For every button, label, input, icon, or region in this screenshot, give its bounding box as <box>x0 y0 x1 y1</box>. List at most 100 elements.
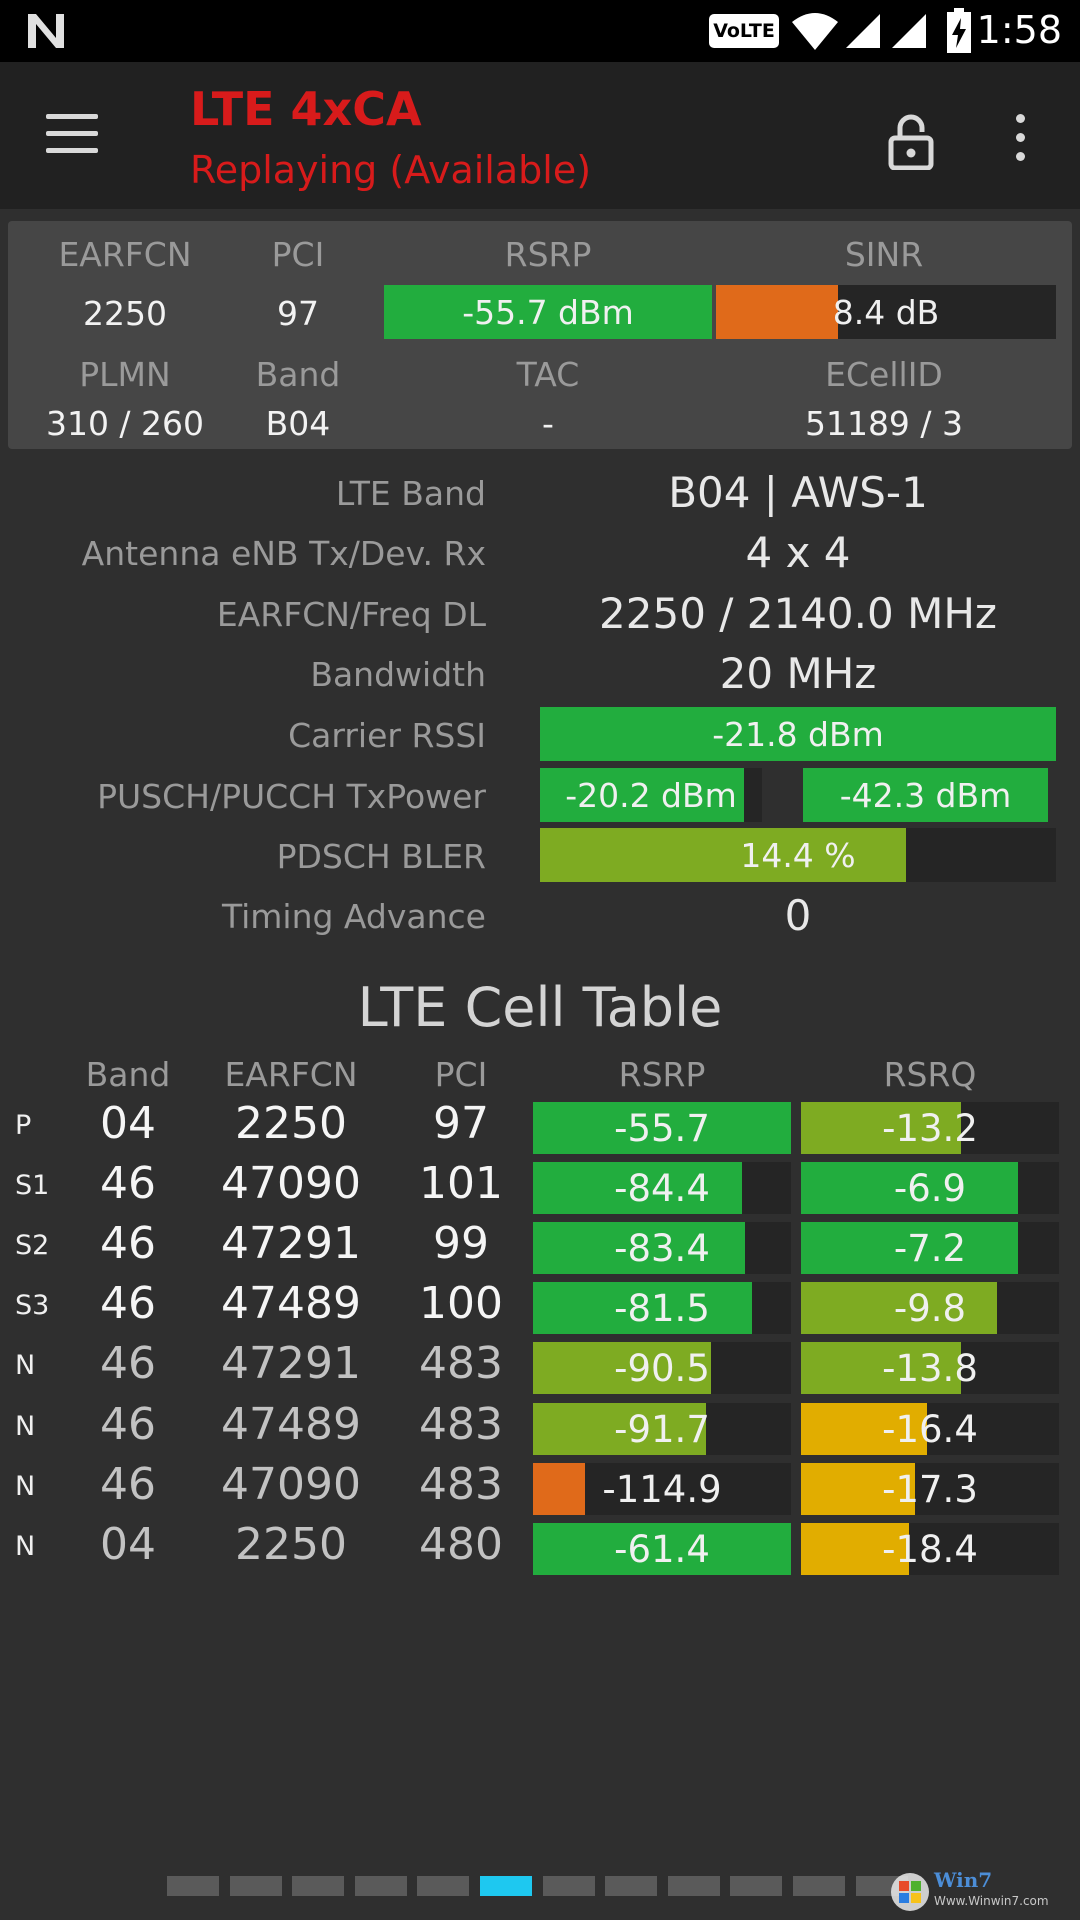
cell-rsrp-bar: -90.5 <box>533 1342 791 1394</box>
cell-rsrp-value: -91.7 <box>614 1407 710 1451</box>
cell-type: N <box>15 1471 36 1502</box>
plmn-header: PLMN <box>79 355 171 394</box>
page-dot[interactable] <box>417 1876 470 1896</box>
lte-band-label: LTE Band <box>335 474 486 513</box>
cell-pci: 483 <box>419 1459 503 1510</box>
cell-rsrq-bar: -17.3 <box>801 1463 1059 1515</box>
cell-earfcn: 2250 <box>235 1519 347 1570</box>
carrier-rssi-bar: -21.8 dBm <box>540 707 1056 761</box>
earfcn-freq-label: EARFCN/Freq DL <box>216 595 486 634</box>
cell-rsrq-fill <box>801 1523 910 1575</box>
cell-rsrq-fill <box>801 1463 915 1515</box>
pdsch-bler-bar: 14.4 % <box>540 828 1056 882</box>
cell-rsrp-fill <box>533 1463 585 1515</box>
cell-band: 46 <box>100 1338 156 1389</box>
pusch-txpower-fill <box>540 768 745 822</box>
cell-type: N <box>15 1411 36 1442</box>
cell-rsrq-value: -18.4 <box>882 1527 978 1571</box>
cell-rsrq-bar: -6.9 <box>801 1162 1059 1214</box>
cell-rsrq-bar: -9.8 <box>801 1282 1059 1334</box>
overflow-menu-icon[interactable] <box>1012 114 1028 164</box>
plmn-value: 310 / 260 <box>45 404 205 443</box>
cell-rsrq-bar: -18.4 <box>801 1523 1059 1575</box>
timing-advance-label: Timing Advance <box>221 897 486 936</box>
page-dot-active[interactable] <box>480 1876 532 1896</box>
ecellid-value: 51189 / 3 <box>804 404 964 443</box>
cell-rsrp-value: -84.4 <box>614 1166 710 1210</box>
pdsch-bler-fill <box>540 828 907 882</box>
cell-rsrq-value: -16.4 <box>882 1407 978 1451</box>
status-bar: VoLTE 1:58 <box>0 0 1080 62</box>
cell-earfcn: 47090 <box>221 1459 361 1510</box>
page-dot[interactable] <box>667 1876 720 1896</box>
cell-rsrp-fill <box>533 1162 742 1214</box>
sinr-header: SINR <box>844 235 924 274</box>
pucch-txpower-value: -42.3 dBm <box>839 775 1012 815</box>
watermark-url: Www.Winwin7.com <box>934 1894 1049 1908</box>
cell-rsrp-bar: -114.9 <box>533 1463 791 1515</box>
cell-pci: 99 <box>433 1218 489 1269</box>
page-dot[interactable] <box>167 1876 219 1896</box>
cell-band: 46 <box>100 1459 156 1510</box>
page-dot[interactable] <box>730 1876 783 1896</box>
cell-pci: 100 <box>419 1278 503 1329</box>
cell-band: 46 <box>100 1399 156 1450</box>
rsrp-bar: -55.7 dBm <box>384 285 712 339</box>
page-dot[interactable] <box>354 1876 407 1896</box>
cell-earfcn: 47489 <box>221 1399 361 1450</box>
battery-charging-icon <box>947 8 971 53</box>
txpower-label: PUSCH/PUCCH TxPower <box>97 777 486 816</box>
page-dot[interactable] <box>229 1876 282 1896</box>
rsrp-header: RSRP <box>504 235 592 274</box>
menu-icon[interactable] <box>46 114 98 154</box>
cell-rsrp-value: -114.9 <box>602 1467 722 1511</box>
cell-rsrp-value: -55.7 <box>614 1106 710 1150</box>
cell-rsrq-value: -7.2 <box>893 1226 967 1270</box>
pucch-txpower-fill <box>803 768 1048 822</box>
page-dot[interactable] <box>542 1876 595 1896</box>
timing-advance-value: 0 <box>784 891 812 940</box>
cell-type: N <box>15 1350 36 1381</box>
cell-rsrq-fill <box>801 1282 998 1334</box>
clock: 1:58 <box>976 8 1062 52</box>
pusch-txpower-bar: -20.2 dBm <box>540 768 762 822</box>
pdsch-bler-label: PDSCH BLER <box>276 837 486 876</box>
volte-icon: VoLTE <box>709 14 779 48</box>
page-dot[interactable] <box>292 1876 345 1896</box>
rsrq-column-header: RSRQ <box>883 1055 977 1094</box>
cell-rsrq-fill <box>801 1102 961 1154</box>
sinr-bar-fill <box>716 285 839 339</box>
earfcn-header: EARFCN <box>58 235 192 274</box>
cell-rsrp-value: -83.4 <box>614 1226 710 1270</box>
pci-header: PCI <box>271 235 325 274</box>
cell-pci: 483 <box>419 1338 503 1389</box>
n-logo-icon <box>28 14 64 48</box>
pci-value: 97 <box>277 294 319 333</box>
cell-rsrp-bar: -84.4 <box>533 1162 791 1214</box>
cell-rsrp-value: -90.5 <box>614 1346 710 1390</box>
cell-rsrp-fill <box>533 1222 745 1274</box>
page-dot[interactable] <box>793 1876 845 1896</box>
cell-rsrq-value: -6.9 <box>893 1166 967 1210</box>
cell-rsrp-value: -81.5 <box>614 1286 710 1330</box>
tac-header: TAC <box>516 355 580 394</box>
cell-rsrq-fill <box>801 1222 1018 1274</box>
cell-earfcn: 47291 <box>221 1338 361 1389</box>
page-dot[interactable] <box>605 1876 658 1896</box>
cell-table-title: LTE Cell Table <box>357 976 723 1039</box>
windows-logo-icon <box>891 1873 929 1911</box>
cell-rsrq-bar: -16.4 <box>801 1403 1059 1455</box>
pucch-txpower-bar: -42.3 dBm <box>803 768 1048 822</box>
antenna-label: Antenna eNB Tx/Dev. Rx <box>81 534 486 573</box>
rsrp-bar-label: -55.7 dBm <box>462 292 634 332</box>
cell-pci: 483 <box>419 1399 503 1450</box>
cell-earfcn: 47489 <box>221 1278 361 1329</box>
cell-rsrp-fill <box>533 1102 791 1154</box>
cell-type: P <box>15 1110 32 1141</box>
cell-rsrq-value: -13.2 <box>882 1106 978 1150</box>
sinr-bar-label: 8.4 dB <box>832 292 940 332</box>
cell-rsrp-fill <box>533 1282 753 1334</box>
band-column-header: Band <box>85 1055 171 1094</box>
lock-icon[interactable] <box>888 114 934 170</box>
cell-earfcn: 47291 <box>221 1218 361 1269</box>
